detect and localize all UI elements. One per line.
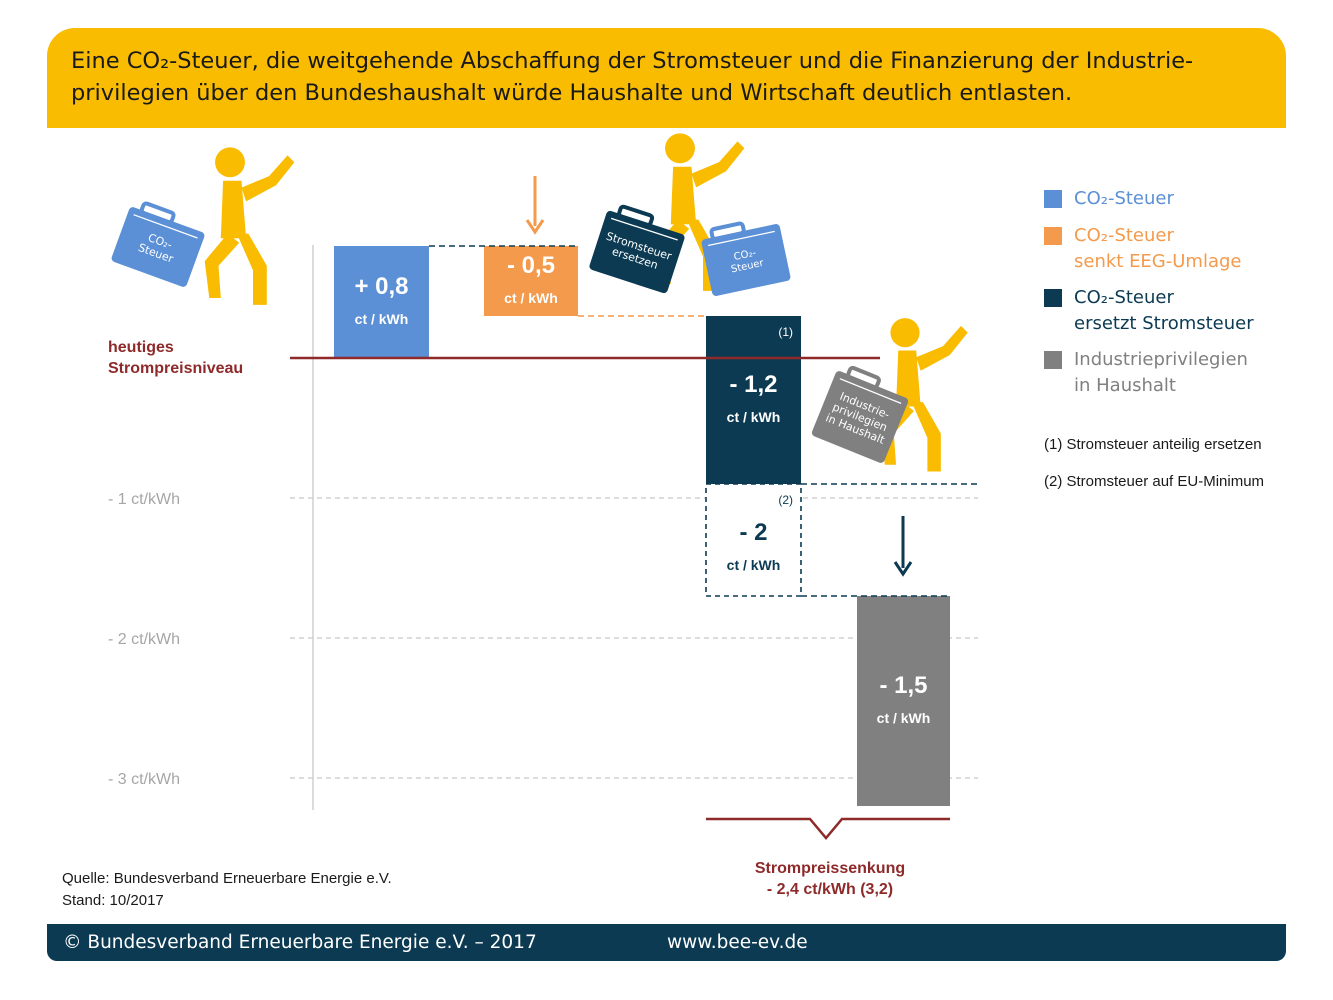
bar-eeg [484,246,578,316]
label-layer: + 0,8 ct / kWh - 0,5 ct / kWh - 1,2 ct / kWh (… [354,252,930,898]
footer-copyright: © Bundesverband Erneuerbare Energie e.V.… [63,932,537,953]
bar-layer [290,176,978,840]
baseline-label: Strompreisniveau [108,360,243,377]
suitcase-stripe [708,230,775,247]
runner-co2-figure [204,147,295,305]
runner-body [670,166,697,225]
runner-head [890,318,920,348]
suitcase-body [111,207,205,287]
legend-swatch-co2 [1044,190,1062,208]
bar-unit-label: ct / kWh [727,557,781,573]
bar-unit-label: ct / kWh [877,710,931,726]
tick-label: - 2 ct/kWh [108,631,180,648]
legend-label: ersetzt Stromsteuer [1074,313,1254,334]
suitcase-stripe [610,217,678,241]
bar-industrie [857,596,950,806]
bar-value-label: - 2 [739,519,767,546]
title-line-2: privilegien über den Bundeshaushalt würd… [71,80,1073,106]
legend-label: CO₂-Steuer [1074,188,1174,209]
total-label: Strompreissenkung [755,860,905,877]
runner-body [220,180,247,239]
runner-head [665,133,695,164]
legend-label: in Haushalt [1074,375,1176,396]
arrow-down-head [893,561,913,577]
bar-note: (2) [778,493,793,507]
legend-label: CO₂-Steuer [1074,287,1174,308]
runner-arm [916,325,968,371]
baseline-label: heutiges [108,339,174,356]
total-bracket [706,817,950,840]
bar-co2 [334,246,429,358]
legend-item-stromsteuer: CO₂-Steuer ersetzt Stromsteuer [1044,285,1324,337]
footnote-2: (2) Stromsteuer auf EU-Minimum [1044,473,1265,490]
bar-unit-label: ct / kWh [727,409,781,425]
title-line-1: Eine CO₂-Steuer, die weitgehende Abschaf… [71,48,1194,74]
runner-head [215,147,245,178]
legend-item-industrie: Industrieprivilegien in Haushalt [1044,347,1324,399]
bar-note: (1) [778,325,793,339]
legend-label: senkt EEG-Umlage [1074,251,1242,272]
title-banner: Eine CO₂-Steuer, die weitgehende Abschaf… [47,28,1286,128]
bar-value-label: + 0,8 [354,273,408,300]
legend-item-eeg: CO₂-Steuer senkt EEG-Umlage [1044,223,1324,275]
source-line: Quelle: Bundesverband Erneuerbare Energi… [62,870,392,887]
tick-label: - 3 ct/kWh [108,771,180,788]
suitcase-stripe [133,214,198,239]
bar-strom [706,316,801,484]
legend: CO₂-Steuer CO₂-Steuer senkt EEG-Umlage C… [1044,186,1324,399]
total-value: - 2,4 ct/kWh (3,2) [767,881,893,898]
legend-swatch-eeg [1044,227,1062,245]
footnote-1: (1) Stromsteuer anteilig ersetzen [1044,436,1262,453]
suitcase-co2: CO₂-Steuer [111,201,205,287]
suitcase-stripe [839,378,902,405]
legend-label: CO₂-Steuer [1074,225,1174,246]
runner-body [896,350,921,407]
arrow-eeg-head [525,219,545,235]
grid-layer: - 1 ct/kWh - 2 ct/kWh - 3 ct/kWh heutiges St… [108,245,978,810]
date-line: Stand: 10/2017 [62,892,164,909]
bar-value-label: - 1,2 [729,371,777,398]
bar-value-label: - 1,5 [879,672,927,699]
runner-leg [911,402,941,472]
legend-swatch-stromsteuer [1044,289,1062,307]
bar-unit-label: ct / kWh [355,311,409,327]
footer-url: www.bee-ev.de [667,932,808,953]
runner-leg [236,233,267,305]
tick-label: - 1 ct/kWh [108,491,180,508]
suitcase-label: CO₂- [733,248,758,264]
footer-bar: © Bundesverband Erneuerbare Energie e.V.… [47,924,1286,961]
runner-arm [691,141,745,188]
legend-item-co2: CO₂-Steuer [1044,186,1324,212]
bar-unit-label: ct / kWh [504,290,558,306]
runner-leg [204,233,240,298]
bar-strom_alt [705,483,802,597]
legend-swatch-industrie [1044,351,1062,369]
runner-arm [241,155,295,202]
suitcase-body [589,210,685,294]
legend-label: Industrieprivilegien [1074,349,1248,370]
bar-value-label: - 0,5 [507,252,555,279]
suitcase-body [811,371,909,463]
suitcase-co2-small: CO₂-Steuer [701,221,791,296]
